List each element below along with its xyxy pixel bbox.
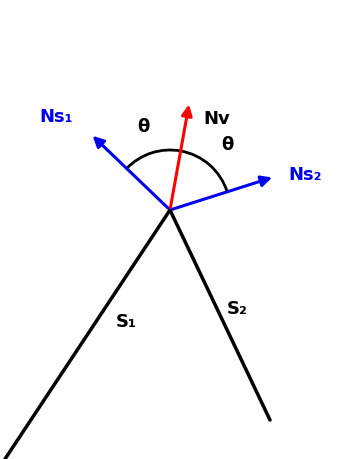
Text: Nv: Nv xyxy=(203,110,230,128)
Text: S₂: S₂ xyxy=(227,301,248,319)
Text: S₁: S₁ xyxy=(116,313,137,331)
Text: Ns₂: Ns₂ xyxy=(289,166,322,184)
Text: θ: θ xyxy=(221,135,234,154)
Text: Ns₁: Ns₁ xyxy=(39,108,73,126)
Text: θ: θ xyxy=(137,118,149,136)
